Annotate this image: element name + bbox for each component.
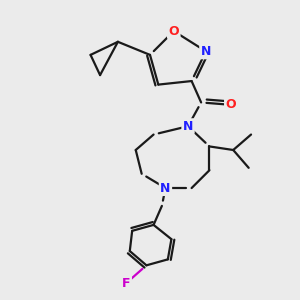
Text: N: N — [183, 120, 193, 133]
Text: O: O — [169, 25, 179, 38]
Text: F: F — [122, 277, 130, 290]
Text: N: N — [201, 45, 211, 58]
Text: O: O — [226, 98, 236, 111]
Text: N: N — [160, 182, 171, 194]
